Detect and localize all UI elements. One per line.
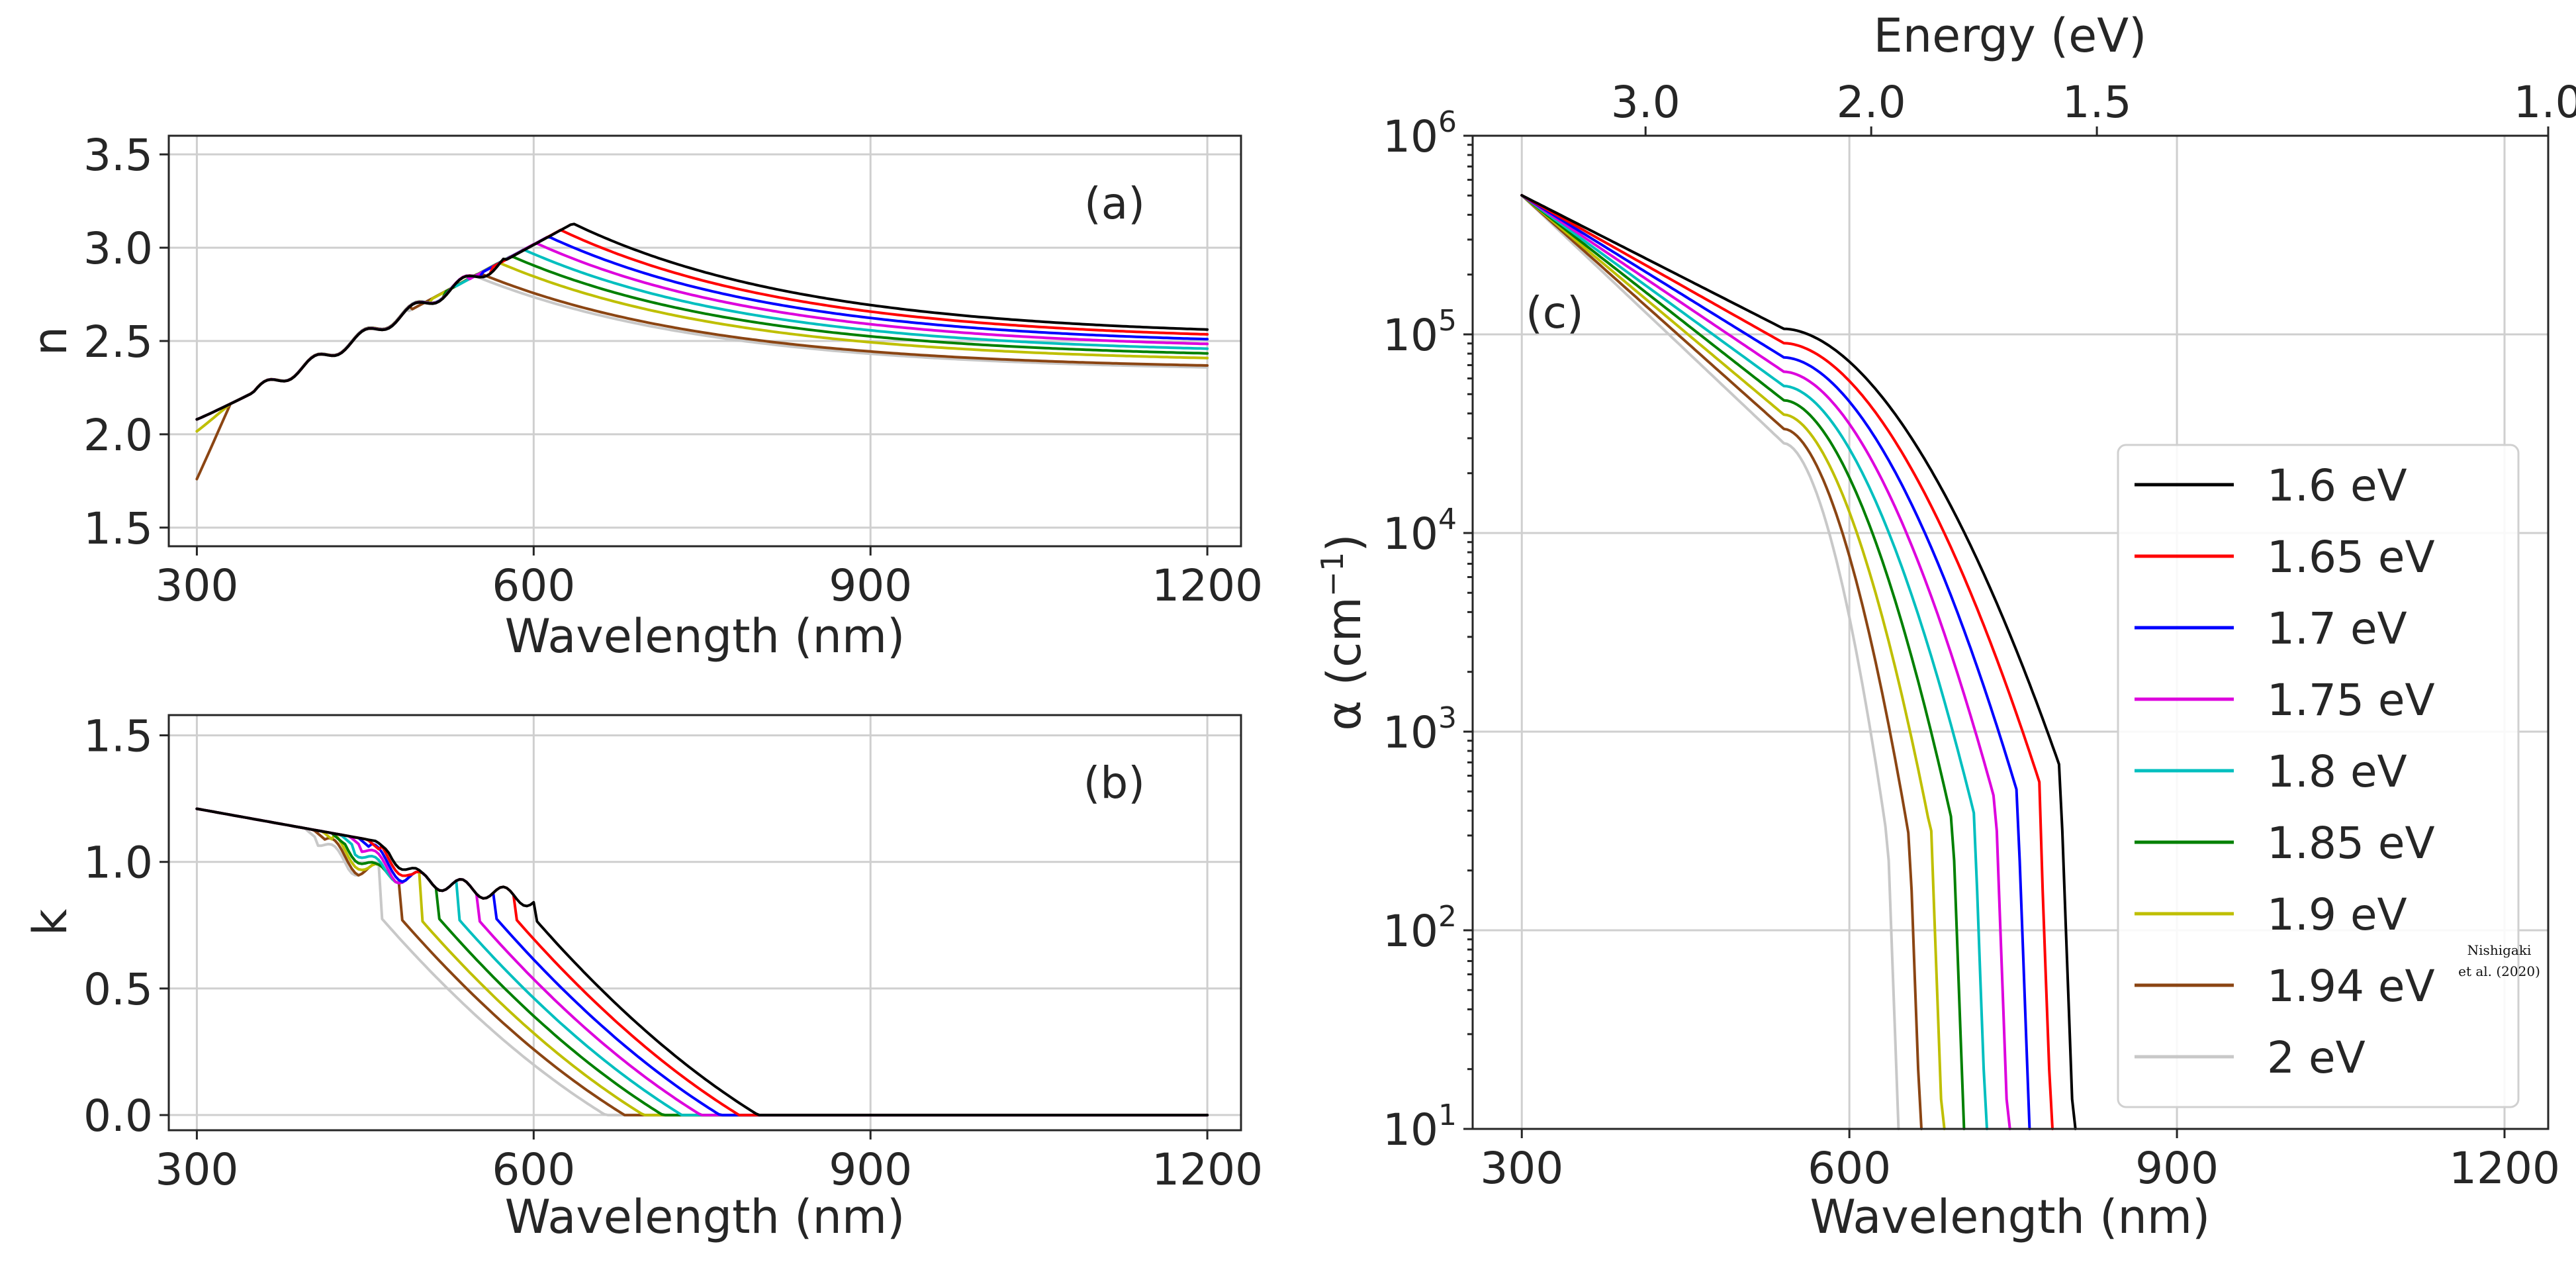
c-xtick-label: 1200 xyxy=(2449,1143,2560,1194)
a-ytick-label: 3.5 xyxy=(83,130,153,181)
b-xtick-label: 1200 xyxy=(1152,1144,1263,1195)
panel-b-extinction-coefficient: 300 600 900 1200 0.0 0.5 1.0 1.5 (b) Wavelength… xyxy=(23,711,1263,1244)
b-xtick-label: 900 xyxy=(829,1144,912,1195)
credit-line-1: Nishigaki xyxy=(2467,942,2532,958)
legend-entry-1: 1.65 eV xyxy=(2267,532,2435,583)
panel-c-top-xlabel: Energy (eV) xyxy=(1874,9,2147,63)
c-ytick-label: 103 xyxy=(1383,701,1457,758)
c-ytick-label: 106 xyxy=(1383,105,1457,162)
c-curves-series-1.8 xyxy=(1520,194,1988,1130)
a-ytick-label: 2.5 xyxy=(83,316,153,367)
credit-line-2: et al. (2020) xyxy=(2458,963,2540,979)
panel-b-label: (b) xyxy=(1083,757,1145,808)
legend: 1.6 eV 1.65 eV 1.7 eV 1.75 eV 1.8 eV 1.85 eV 1… xyxy=(2117,444,2520,1108)
panel-a-refractive-index: 300 600 900 1200 1.5 2.0 2.5 3.0 3.5 (a) Wavelen… xyxy=(23,130,1263,663)
c-ytick-label: 102 xyxy=(1383,900,1457,957)
a-ytick-label: 1.5 xyxy=(83,503,153,554)
b-xtick-label: 600 xyxy=(492,1144,575,1195)
a-xtick-label: 300 xyxy=(155,560,238,611)
a-ytick-label: 2.0 xyxy=(83,410,153,461)
panel-a-xlabel: Wavelength (nm) xyxy=(505,609,905,663)
c-xtick-label: 300 xyxy=(1480,1143,1563,1194)
c-top-tick-label: 3.0 xyxy=(1611,77,1680,128)
b-ytick-label: 0.0 xyxy=(83,1091,153,1141)
a-xtick-label: 600 xyxy=(492,560,575,611)
a-xtick-label: 900 xyxy=(829,560,912,611)
panel-a-label: (a) xyxy=(1084,178,1145,229)
c-ytick-label: 101 xyxy=(1383,1098,1457,1155)
panel-c-absorption-coefficient: 300 600 900 1200 101 102 103 104 105 106 3.0 2.0 1.5… xyxy=(1314,9,2576,1244)
legend-entry-2: 1.7 eV xyxy=(2267,603,2407,654)
panel-c-label: (c) xyxy=(1526,287,1584,338)
c-xtick-label: 900 xyxy=(2135,1143,2219,1194)
c-curves-series-1.85 xyxy=(1520,194,1966,1130)
panel-c-ylabel: α (cm−1) xyxy=(1314,534,1371,731)
legend-entry-0: 1.6 eV xyxy=(2267,460,2407,511)
b-ytick-label: 0.5 xyxy=(83,964,153,1015)
a-curves-series-1.6 xyxy=(195,222,1209,421)
b-curves-series-1.6 xyxy=(195,807,1209,1117)
c-curves-series-1.75 xyxy=(1520,194,2011,1130)
b-ytick-label: 1.0 xyxy=(83,838,153,889)
panel-c-xlabel: Wavelength (nm) xyxy=(1810,1190,2211,1244)
c-curves-series-1.94 xyxy=(1520,194,1923,1130)
c-xtick-label: 600 xyxy=(1808,1143,1891,1194)
panel-b-xlabel: Wavelength (nm) xyxy=(505,1190,905,1244)
panel-a-ylabel: n xyxy=(23,326,77,356)
c-top-tick-label: 1.5 xyxy=(2062,77,2132,128)
legend-entry-4: 1.8 eV xyxy=(2267,746,2407,797)
c-curves-series-1.6 xyxy=(1520,194,2077,1130)
b-xtick-label: 300 xyxy=(155,1144,238,1195)
c-curves-series-1.7 xyxy=(1520,194,2031,1130)
legend-entry-5: 1.85 eV xyxy=(2267,818,2435,869)
legend-entry-7: 1.94 eV xyxy=(2267,961,2435,1012)
legend-entry-8: 2 eV xyxy=(2267,1032,2366,1083)
a-xtick-label: 1200 xyxy=(1152,560,1263,611)
c-ytick-label: 105 xyxy=(1383,304,1457,361)
b-ytick-label: 1.5 xyxy=(83,711,153,762)
legend-entry-6: 1.9 eV xyxy=(2267,889,2407,940)
c-curves-series-2 xyxy=(1520,194,1900,1130)
c-top-tick-label: 1.0 xyxy=(2514,77,2576,128)
c-curves-series-1.65 xyxy=(1520,194,2054,1130)
c-top-tick-label: 2.0 xyxy=(1837,77,1906,128)
c-curves-series-1.9 xyxy=(1520,194,1946,1130)
panel-b-ylabel: k xyxy=(23,908,77,936)
legend-entry-3: 1.75 eV xyxy=(2267,675,2435,726)
c-ytick-label: 104 xyxy=(1383,503,1457,559)
a-ytick-label: 3.0 xyxy=(83,223,153,274)
